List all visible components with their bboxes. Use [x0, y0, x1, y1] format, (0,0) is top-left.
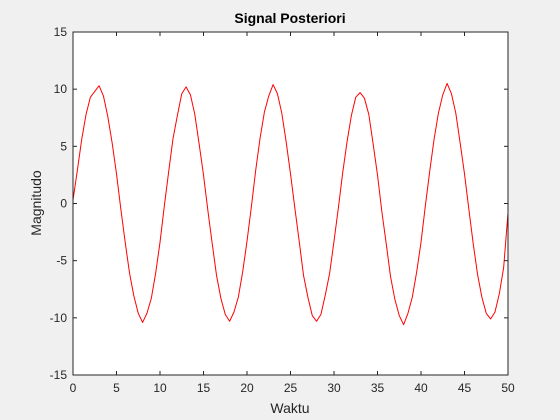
x-tick-label: 25: [284, 381, 298, 395]
x-tick-label: 40: [414, 381, 428, 395]
x-tick-label: 45: [458, 381, 472, 395]
x-tick-label: 10: [153, 381, 167, 395]
x-axis-label: Waktu: [270, 400, 309, 416]
y-tick-label: 15: [54, 25, 68, 39]
y-tick-label: -15: [50, 368, 68, 382]
y-tick-label: 5: [60, 139, 67, 153]
y-tick-label: 10: [54, 82, 68, 96]
chart-title: Signal Posteriori: [234, 10, 345, 26]
y-tick-label: 0: [60, 197, 67, 211]
axes-box: [72, 31, 509, 376]
y-tick-label: -5: [56, 254, 67, 268]
x-tick-label: 20: [240, 381, 254, 395]
x-tick-label: 35: [371, 381, 385, 395]
x-tick-label: 30: [327, 381, 341, 395]
plot-area: [73, 32, 508, 375]
y-axis-label: Magnitudo: [28, 170, 44, 236]
x-tick-label: 5: [113, 381, 120, 395]
series-layer: [72, 82, 509, 326]
signal-line: [72, 82, 509, 326]
x-tick-label: 0: [70, 381, 77, 395]
x-tick-label: 15: [197, 381, 211, 395]
y-tick-label: -10: [50, 311, 68, 325]
x-tick-label: 50: [501, 381, 515, 395]
ticks-layer: 0 5 10 15 20 25 30 35 40 45 50 -15 -10 -5 0 5 10 15: [50, 25, 515, 395]
